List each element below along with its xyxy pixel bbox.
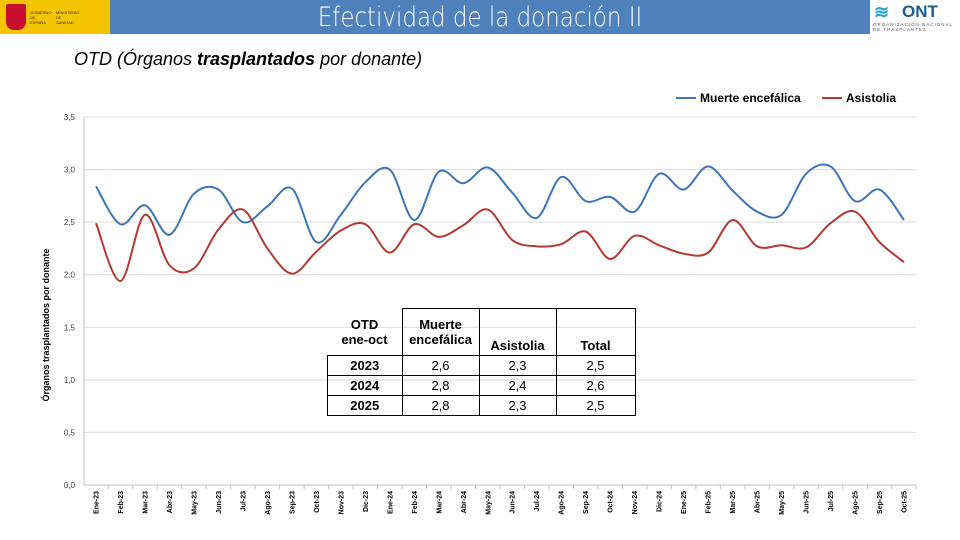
- ont-logo: ≋ ONT ORGANIZACIÓN NACIONAL DE TRASPLANTES: [870, 0, 960, 34]
- chart-subtitle: OTD (Órganos trasplantados por donante): [74, 49, 423, 69]
- x-tick-label: May-25: [779, 491, 786, 515]
- x-tick-label: Nov-24: [632, 491, 639, 514]
- x-tick-label: Abr-25: [755, 491, 762, 513]
- x-tick-label: Jun-25: [804, 491, 811, 514]
- x-tick-label: Ene-24: [387, 491, 394, 514]
- x-tick-label: Feb-23: [118, 491, 125, 514]
- x-tick-label: Jun-23: [216, 491, 223, 514]
- x-tick-label: Mar-24: [436, 491, 443, 514]
- x-tick-label: Mar-23: [142, 491, 149, 514]
- x-tick-label: Jul-25: [828, 491, 835, 511]
- y-tick-label: 0,5: [64, 428, 76, 437]
- x-tick-label: Nov-23: [338, 491, 345, 514]
- series-line-asistolia: [95, 208, 905, 283]
- x-tick-label: Ene-25: [681, 491, 688, 514]
- table-header-row: OTD ene-oct Muerte encefálica Asistolia …: [327, 308, 636, 356]
- x-tick-label: Mar-25: [730, 491, 737, 514]
- col-asistolia: Asistolia: [478, 308, 557, 356]
- x-tick-label: Sep-25: [877, 491, 884, 514]
- x-tick-label: Jul-24: [534, 491, 541, 511]
- col-muerte: Muerte encefálica: [401, 308, 480, 356]
- x-tick-label: Ago-24: [559, 491, 566, 515]
- x-tick-label: Sep-24: [583, 491, 590, 514]
- legend-label: Asistolia: [846, 91, 896, 105]
- summary-table: OTD ene-oct Muerte encefálica Asistolia …: [327, 308, 636, 416]
- x-tick-label: Sep-23: [289, 491, 296, 514]
- x-tick-label: Feb-25: [706, 491, 713, 514]
- x-tick-label: Dic-23: [363, 491, 370, 512]
- page-title: Efectividad de la donación II: [317, 2, 643, 33]
- table-row: 2023 2,6 2,3 2,5: [327, 355, 636, 376]
- y-tick-label: 1,5: [64, 323, 76, 332]
- x-tick-label: Ago-23: [265, 491, 272, 515]
- col-otd: OTD ene-oct: [327, 308, 403, 356]
- x-tick-label: Ene-23: [94, 491, 101, 514]
- x-tick-label: Oct-25: [902, 491, 909, 513]
- coat-of-arms-icon: [6, 4, 26, 30]
- x-tick-label: Feb-24: [412, 491, 419, 514]
- x-tick-label: Abr-24: [461, 491, 468, 513]
- x-tick-label: Jun-24: [510, 491, 517, 514]
- y-tick-label: 3,5: [64, 113, 76, 122]
- header-bar: GOBIERNO DE ESPAÑA MINISTERIO DE SANIDAD …: [0, 0, 960, 34]
- legend-label: Muerte encefálica: [700, 91, 801, 105]
- x-tick-label: Jul-23: [240, 491, 247, 511]
- table-row: 2024 2,8 2,4 2,6: [327, 375, 636, 396]
- x-tick-label: Ago-25: [853, 491, 860, 515]
- y-tick-label: 3,0: [64, 166, 76, 175]
- x-tick-label: Oct-24: [608, 491, 615, 513]
- x-tick-label: May-24: [485, 491, 492, 515]
- y-tick-label: 1,0: [64, 376, 76, 385]
- y-tick-label: 2,5: [64, 218, 76, 227]
- series-line-muerte-encefalica: [95, 163, 905, 244]
- ont-wing-icon: ≋: [874, 2, 890, 22]
- x-tick-label: May-23: [191, 491, 198, 515]
- y-axis-title: Órganos trasplantados por donante: [40, 248, 51, 401]
- y-tick-label: 2,0: [64, 271, 76, 280]
- x-tick-label: Dic-24: [657, 491, 664, 512]
- gobierno-logo: GOBIERNO DE ESPAÑA MINISTERIO DE SANIDAD: [0, 0, 110, 34]
- x-tick-label: Abr-23: [167, 491, 174, 513]
- col-total: Total: [555, 308, 636, 356]
- table-row: 2025 2,8 2,3 2,5: [327, 395, 636, 416]
- x-tick-label: Oct-23: [314, 491, 321, 513]
- y-tick-label: 0,0: [64, 481, 76, 490]
